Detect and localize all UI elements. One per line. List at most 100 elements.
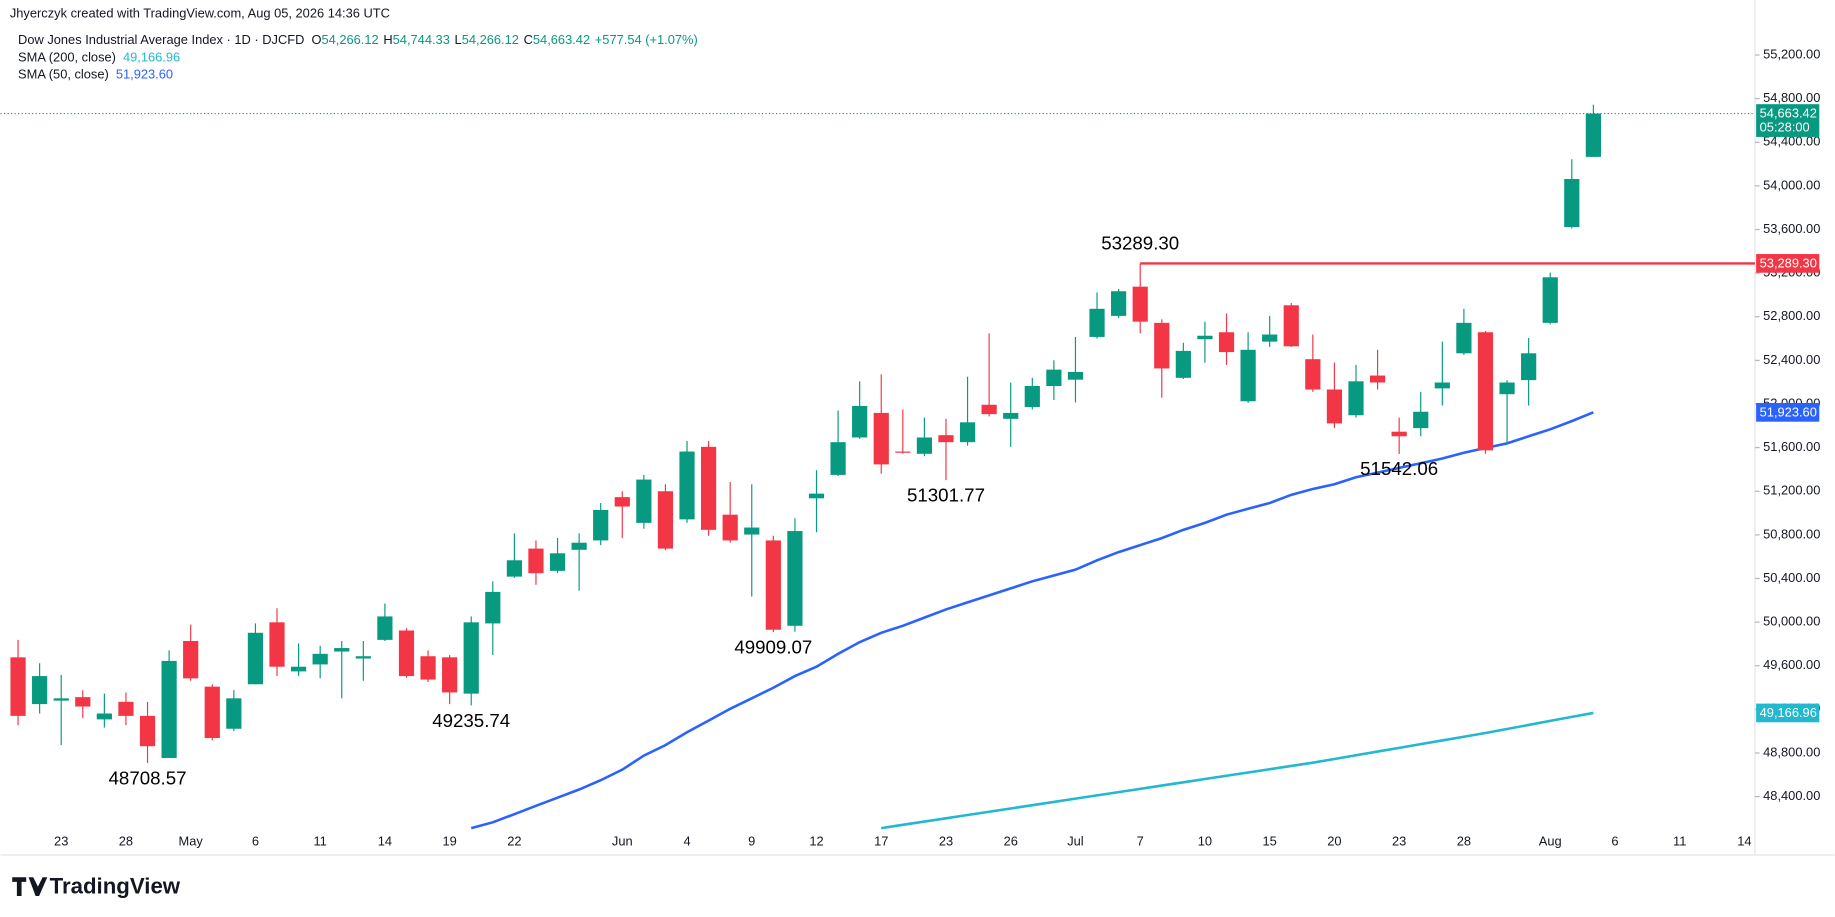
sma-tag (1756, 402, 1820, 422)
candle-body (1477, 332, 1494, 451)
x-tick-label: 14 (378, 834, 392, 849)
candle-body (1089, 308, 1105, 337)
candle-body (1218, 332, 1235, 353)
price-annotation: 49909.07 (734, 636, 812, 657)
y-tick-label: 52,400.00 (1763, 352, 1820, 367)
candle-body (118, 701, 134, 716)
y-tick-label: 50,000.00 (1763, 613, 1820, 628)
candle-body (1456, 322, 1472, 354)
candle-body (75, 697, 91, 707)
candle-body (1585, 113, 1601, 157)
x-tick-label: 11 (1673, 834, 1686, 849)
candle-body (1369, 375, 1386, 383)
ohlc-value: 54,744.33 (393, 32, 450, 47)
candle-body (139, 715, 156, 747)
candle-body (247, 632, 264, 685)
candle-body (614, 497, 630, 507)
brand: TradingView (50, 874, 181, 899)
last-price-label: 54,663.42 (1760, 106, 1817, 121)
candle-body (895, 451, 911, 453)
candle-body (420, 656, 436, 680)
candle-body (183, 640, 199, 679)
logo-icon (12, 877, 48, 896)
candle-body (808, 493, 825, 499)
y-tick-label: 53,600.00 (1763, 221, 1820, 236)
x-tick-label: 23 (1392, 834, 1406, 849)
ohlc-value: 54,266.12 (321, 32, 378, 47)
y-tick-label: 48,400.00 (1763, 788, 1820, 803)
x-tick-label: Aug (1539, 834, 1562, 849)
candle-body (981, 404, 997, 415)
candle-body (334, 648, 350, 652)
x-tick-label: Jul (1067, 834, 1083, 849)
x-tick-label: 10 (1198, 834, 1212, 849)
countdown-label: 05:28:00 (1760, 120, 1810, 135)
plot (0, 104, 1755, 830)
x-tick-label: 12 (809, 834, 823, 849)
candle-body (442, 657, 458, 693)
candle-body (1154, 322, 1170, 369)
indicator-value: 49,166.96 (123, 50, 180, 65)
x-tick-label: 17 (874, 834, 888, 849)
candle-body (1348, 381, 1364, 416)
candle-body (1240, 349, 1256, 402)
y-tick-label: 54,400.00 (1763, 134, 1820, 149)
candle-body (722, 514, 738, 541)
y-tick-label: 51,600.00 (1763, 439, 1820, 454)
sma-tag (1756, 703, 1820, 723)
candle-body (744, 527, 760, 535)
y-tick-label: 49,600.00 (1763, 657, 1820, 672)
y-tick-label: 48,800.00 (1763, 744, 1820, 759)
ohlc-value: 54,663.42 (533, 32, 590, 47)
candle-body (96, 713, 112, 720)
candle-body (549, 553, 566, 571)
candle-body (1391, 431, 1407, 437)
price-tag-label: 53,289.30 (1760, 255, 1817, 270)
last-price-tag (1756, 104, 1820, 137)
x-tick-label: 7 (1137, 834, 1144, 849)
y-tick-label: 51,200.00 (1763, 483, 1820, 498)
candle-body (1197, 335, 1213, 340)
candle-body (636, 479, 652, 523)
price-annotation: 48708.57 (109, 767, 187, 788)
price-annotation: 53289.30 (1101, 233, 1179, 254)
candle-body (1499, 382, 1515, 395)
candle-body (10, 657, 26, 716)
price-tag (1756, 254, 1820, 273)
candle-body (463, 622, 479, 694)
candle-body (571, 542, 587, 550)
x-tick-label: 6 (1611, 834, 1618, 849)
candle-body (959, 422, 976, 443)
x-tick-label: 15 (1263, 834, 1277, 849)
x-tick-label: 11 (313, 834, 326, 849)
change: +577.54 (+1.07%) (595, 32, 698, 47)
candle-body (679, 451, 695, 520)
candle-body (1283, 305, 1299, 347)
x-tick-label: 26 (1004, 834, 1018, 849)
candle-body (1413, 411, 1429, 429)
candle-body (269, 622, 285, 667)
candle-body (1024, 386, 1040, 408)
candle-body (1067, 371, 1084, 380)
candle-body (53, 698, 69, 701)
candle-body (506, 560, 522, 577)
x-tick-label: 28 (119, 834, 133, 849)
symbol: Dow Jones Industrial Average Index · 1D … (18, 32, 304, 47)
x-tick-label: 23 (939, 834, 953, 849)
indicator-legend: SMA (50, close) 51,923.60 (18, 67, 173, 82)
candle-body (830, 442, 846, 475)
symbol-legend: Dow Jones Industrial Average Index · 1D … (18, 32, 698, 47)
x-tick-label: 23 (54, 834, 68, 849)
candle-body (1003, 412, 1019, 419)
sma-tag-label: 51,923.60 (1760, 404, 1817, 419)
x-tick-label: 14 (1737, 834, 1751, 849)
ohlc-value: 54,266.12 (462, 32, 519, 47)
candle-body (161, 660, 177, 758)
candle-body (1564, 179, 1580, 228)
ohlc-key: C (524, 32, 533, 47)
candle-body (290, 666, 307, 672)
sma-tag-label: 49,166.96 (1760, 705, 1817, 720)
candle-body (1326, 389, 1343, 424)
